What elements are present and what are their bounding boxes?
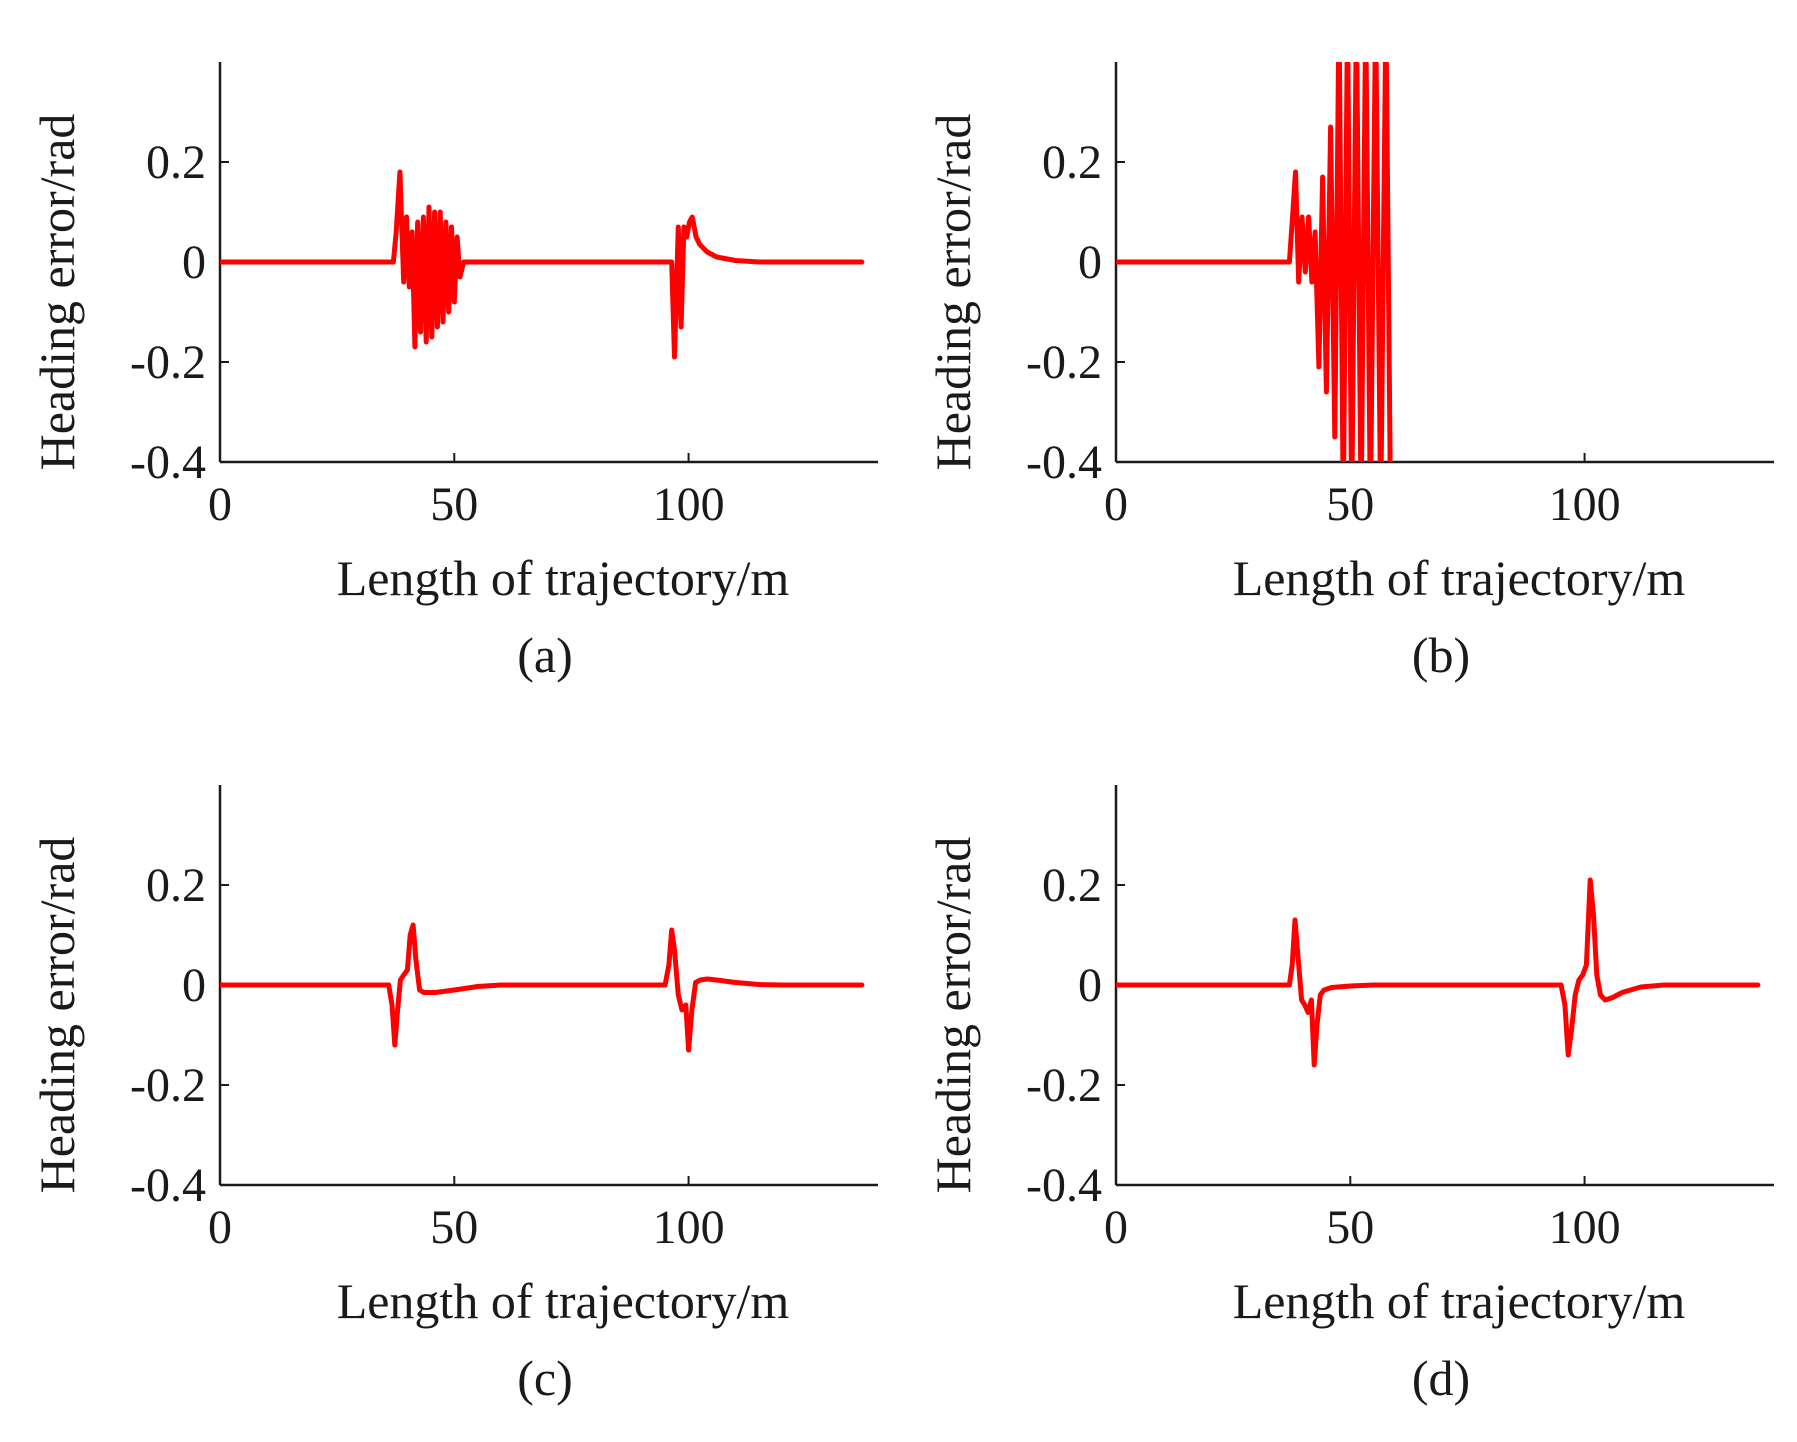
x-tick-label: 100 xyxy=(1549,1201,1621,1254)
y-tick-label: 0 xyxy=(182,236,206,289)
y-tick-label: -0.4 xyxy=(1026,1159,1102,1212)
panel-caption: (d) xyxy=(1412,1350,1470,1406)
x-axis-label: Length of trajectory/m xyxy=(337,550,790,606)
x-tick-label: 50 xyxy=(1326,478,1374,531)
x-tick-label: 50 xyxy=(430,478,478,531)
x-tick-label: 0 xyxy=(208,478,232,531)
y-tick-label: -0.4 xyxy=(130,436,206,489)
x-tick-label: 100 xyxy=(1549,478,1621,531)
y-tick-label: -0.2 xyxy=(130,1059,206,1112)
series-line xyxy=(1116,62,1393,462)
series-line xyxy=(220,169,865,360)
series-line xyxy=(1116,877,1761,1068)
x-tick-label: 100 xyxy=(653,478,725,531)
y-tick-label: 0 xyxy=(1078,959,1102,1012)
panel-caption: (a) xyxy=(517,627,573,683)
x-tick-label: 50 xyxy=(1326,1201,1374,1254)
y-tick-label: 0.2 xyxy=(146,136,206,189)
series-line xyxy=(220,922,865,1053)
y-tick-label: -0.2 xyxy=(1026,336,1102,389)
x-tick-label: 100 xyxy=(653,1201,725,1254)
y-tick-label: -0.2 xyxy=(130,336,206,389)
y-tick-label: 0.2 xyxy=(1042,136,1102,189)
x-tick-label: 0 xyxy=(1104,1201,1128,1254)
x-axis-label: Length of trajectory/m xyxy=(1233,1273,1686,1329)
panel-caption: (b) xyxy=(1412,627,1470,683)
y-tick-label: -0.4 xyxy=(130,1159,206,1212)
y-tick-label: 0 xyxy=(1078,236,1102,289)
x-tick-label: 0 xyxy=(1104,478,1128,531)
y-axis-label: Heading error/rad xyxy=(29,837,85,1194)
y-tick-label: 0.2 xyxy=(1042,859,1102,912)
x-axis-label: Length of trajectory/m xyxy=(1233,550,1686,606)
y-axis-label: Heading error/rad xyxy=(925,837,981,1194)
y-tick-label: 0.2 xyxy=(146,859,206,912)
y-tick-label: -0.4 xyxy=(1026,436,1102,489)
x-tick-label: 0 xyxy=(208,1201,232,1254)
panel-caption: (c) xyxy=(517,1350,573,1406)
y-tick-label: 0 xyxy=(182,959,206,1012)
x-axis-label: Length of trajectory/m xyxy=(337,1273,790,1329)
y-axis-label: Heading error/rad xyxy=(29,114,85,471)
x-tick-label: 50 xyxy=(430,1201,478,1254)
y-tick-label: -0.2 xyxy=(1026,1059,1102,1112)
y-axis-label: Heading error/rad xyxy=(925,114,981,471)
